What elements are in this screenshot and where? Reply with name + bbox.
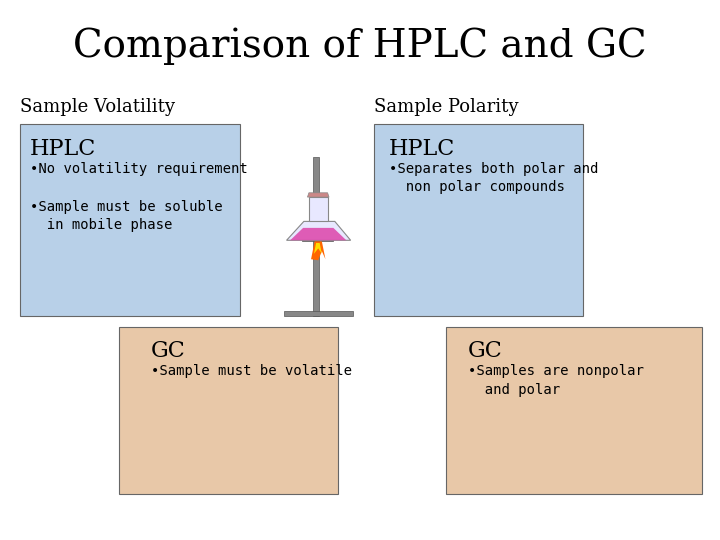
Text: Sample Polarity: Sample Polarity <box>374 98 519 116</box>
Polygon shape <box>307 193 329 197</box>
Text: •Sample must be volatile: •Sample must be volatile <box>151 364 352 379</box>
Polygon shape <box>313 157 319 316</box>
Text: GC: GC <box>468 340 503 362</box>
Polygon shape <box>311 241 325 260</box>
Text: •No volatility requirement: •No volatility requirement <box>30 162 248 176</box>
Text: HPLC: HPLC <box>389 138 455 160</box>
Text: GC: GC <box>151 340 186 362</box>
Text: •Samples are nonpolar
  and polar: •Samples are nonpolar and polar <box>468 364 644 397</box>
Polygon shape <box>284 310 353 316</box>
Polygon shape <box>302 238 333 241</box>
Text: •Separates both polar and
  non polar compounds: •Separates both polar and non polar comp… <box>389 162 598 194</box>
FancyBboxPatch shape <box>20 124 240 316</box>
FancyBboxPatch shape <box>119 327 338 494</box>
Text: Sample Volatility: Sample Volatility <box>20 98 175 116</box>
Polygon shape <box>309 197 328 221</box>
Text: Comparison of HPLC and GC: Comparison of HPLC and GC <box>73 27 647 65</box>
FancyBboxPatch shape <box>374 124 583 316</box>
Polygon shape <box>314 243 322 254</box>
Text: HPLC: HPLC <box>30 138 96 160</box>
Polygon shape <box>290 228 346 240</box>
FancyBboxPatch shape <box>446 327 702 494</box>
Polygon shape <box>287 221 351 240</box>
Text: •Sample must be soluble
  in mobile phase: •Sample must be soluble in mobile phase <box>30 200 223 232</box>
